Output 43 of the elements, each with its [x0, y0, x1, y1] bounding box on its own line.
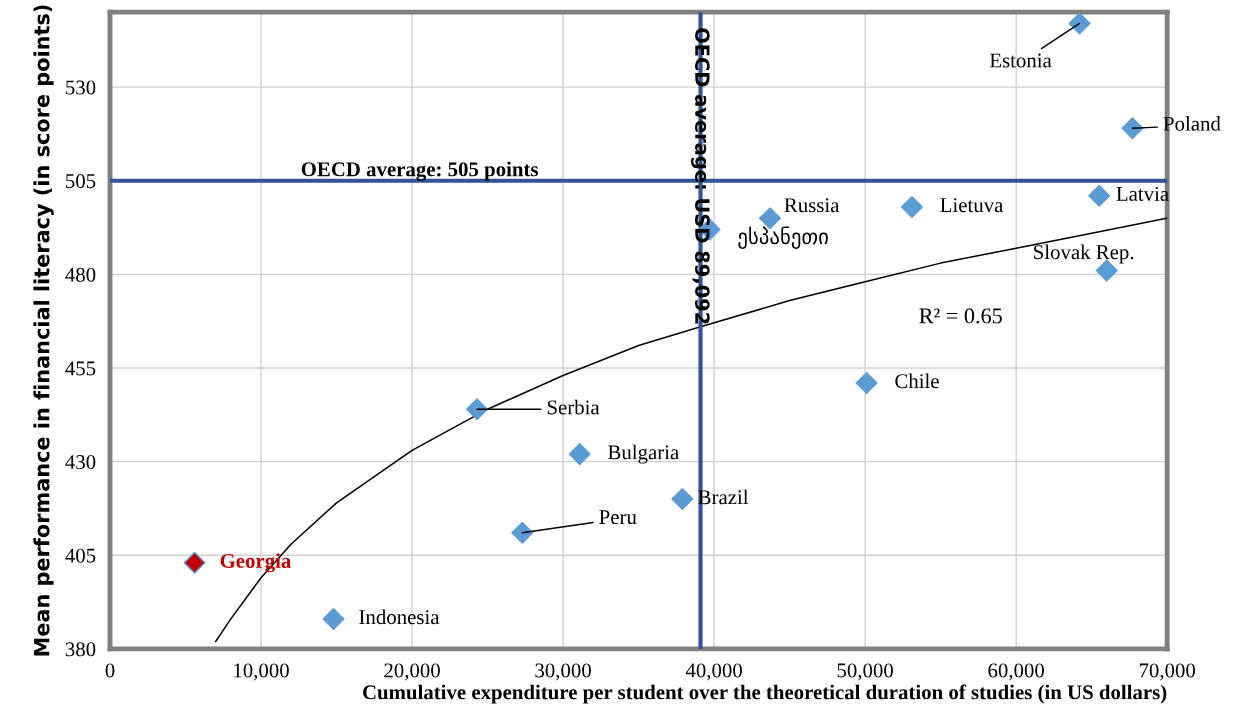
series-label: Chile: [895, 373, 939, 389]
series-label: Poland: [1163, 116, 1221, 131]
x-tick-label: 30,000: [535, 663, 591, 681]
series-label: Latvia: [1116, 186, 1169, 201]
text: Serbia: [547, 399, 600, 415]
x-tick-label: 10,000: [234, 663, 289, 681]
x-tick-label: 20,000: [384, 663, 440, 681]
point: [511, 521, 534, 544]
series-label: Slovak Rep.: [1034, 244, 1134, 264]
point: [568, 443, 591, 466]
annotation: R² = 0.65: [919, 308, 1002, 324]
x-tick-label: 70,000: [1139, 663, 1196, 681]
point: [855, 371, 878, 394]
x-tick-label: 60,000: [988, 663, 1044, 681]
series-label: Russia: [784, 198, 840, 213]
series-label: ესპანეთი: [738, 226, 828, 249]
point: [322, 607, 345, 630]
point: [671, 488, 694, 511]
series-label: Bulgaria: [608, 444, 679, 464]
point: [1088, 184, 1111, 207]
y-tick-label: 405: [65, 548, 96, 563]
y-tick-label: 430: [65, 455, 96, 470]
x-tick-label: 0: [105, 663, 115, 678]
y-axis-title: Mean performance in financial literacy (in score points): [33, 5, 54, 656]
x-axis-title: Cumulative expenditure per student over the theoretical duration of studies (in US dollars): [362, 684, 1167, 704]
point: [1121, 117, 1144, 140]
text: Peru: [599, 510, 637, 525]
x-tick-label: 40,000: [685, 663, 742, 681]
series-label: Indonesia: [359, 609, 440, 625]
x-tick-label: 50,000: [837, 663, 893, 681]
ref-line-label: OECD average: USD 89,092: [691, 28, 710, 324]
point: [183, 551, 206, 574]
y-tick-label: 505: [66, 174, 96, 189]
y-tick-label: 480: [65, 267, 96, 282]
point: [1068, 12, 1091, 35]
point: [900, 195, 923, 218]
series-label: Estonia: [989, 53, 1052, 68]
ref-line-label: OECD average: 505 points: [301, 161, 539, 181]
y-tick-label: 380: [65, 642, 96, 657]
point: [465, 398, 488, 421]
y-tick-label: 530: [66, 80, 96, 95]
y-tick-label: 455: [65, 361, 96, 376]
series-label: Lietuva: [940, 198, 1004, 213]
